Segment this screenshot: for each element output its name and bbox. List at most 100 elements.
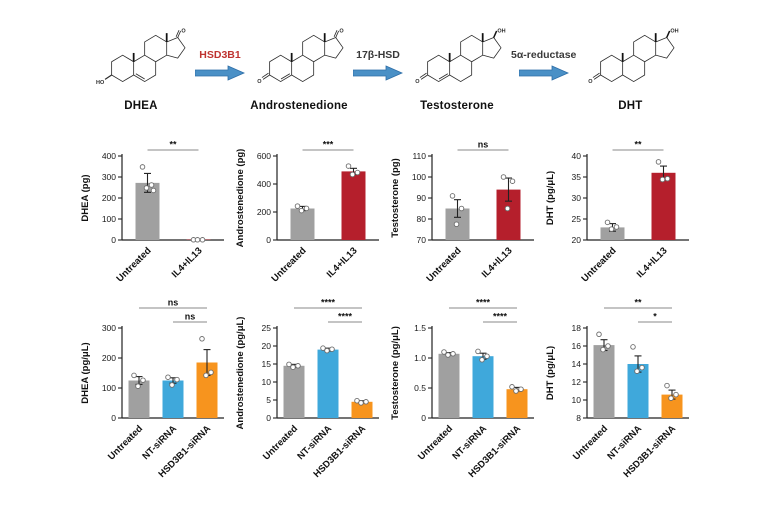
svg-text:O: O: [257, 79, 262, 85]
svg-text:400: 400: [257, 179, 271, 189]
svg-text:110: 110: [412, 151, 426, 161]
svg-text:0: 0: [266, 235, 271, 245]
svg-text:**: **: [634, 298, 642, 308]
chart-dht-cytokine: 20 25 30 35 40 DHT (pg/μL) Untreated IL4+IL13 **: [545, 140, 689, 284]
svg-text:*: *: [653, 312, 657, 322]
svg-text:1.0: 1.0: [414, 353, 426, 363]
svg-text:IL4+IL13: IL4+IL13: [325, 245, 360, 280]
svg-text:80: 80: [417, 214, 427, 224]
reaction-step-hsd3b1: HSD3B1: [192, 49, 248, 81]
svg-text:10: 10: [572, 395, 582, 405]
svg-text:O: O: [181, 28, 186, 34]
androstenedione-structure-icon: OO: [257, 28, 344, 85]
svg-text:1.5: 1.5: [414, 323, 426, 333]
svg-text:Testosterone (pg/μL): Testosterone (pg/μL): [390, 326, 401, 420]
svg-text:100: 100: [412, 172, 426, 182]
arrow-right-icon: [353, 65, 403, 81]
svg-text:Untreated: Untreated: [269, 245, 308, 284]
svg-text:ns: ns: [185, 312, 196, 322]
svg-text:Untreated: Untreated: [416, 423, 455, 462]
svg-text:14: 14: [572, 359, 582, 369]
svg-text:200: 200: [102, 353, 116, 363]
svg-text:600: 600: [257, 151, 271, 161]
svg-text:35: 35: [572, 172, 582, 182]
svg-text:OH: OH: [497, 28, 505, 34]
svg-text:100: 100: [102, 383, 116, 393]
compound-dht: O OH DHT: [579, 28, 681, 112]
svg-text:8: 8: [576, 413, 581, 423]
svg-text:300: 300: [102, 172, 116, 182]
svg-text:ns: ns: [478, 140, 489, 150]
svg-text:****: ****: [493, 312, 508, 322]
sirna-charts-row: 0 100 200 300 DHEA (pg/μL) Untreated NT-siRNA H…: [0, 298, 768, 490]
svg-text:400: 400: [102, 151, 116, 161]
svg-text:**: **: [634, 140, 642, 150]
svg-text:****: ****: [476, 298, 491, 308]
compound-testosterone: O OH Testosterone: [406, 28, 508, 112]
testosterone-structure-icon: O OH: [415, 28, 505, 85]
svg-text:OH: OH: [671, 28, 679, 34]
compound-label: Androstenedione: [250, 100, 348, 112]
svg-text:0: 0: [111, 413, 116, 423]
svg-text:10: 10: [262, 377, 272, 387]
svg-text:25: 25: [572, 214, 582, 224]
svg-text:HO: HO: [96, 80, 105, 86]
reaction-step-5a-reductase: 5α-reductase: [508, 49, 579, 81]
compound-label: DHT: [618, 100, 643, 112]
svg-text:200: 200: [102, 193, 116, 203]
svg-text:0: 0: [266, 413, 271, 423]
svg-text:**: **: [169, 140, 177, 150]
compound-label: DHEA: [124, 100, 158, 112]
svg-text:IL4+IL13: IL4+IL13: [635, 245, 670, 280]
svg-text:20: 20: [572, 235, 582, 245]
svg-text:Untreated: Untreated: [579, 245, 618, 284]
svg-text:DHT (pg/μL): DHT (pg/μL): [545, 346, 556, 400]
svg-text:Androstenedione (pg): Androstenedione (pg): [235, 149, 246, 248]
svg-text:****: ****: [321, 298, 336, 308]
svg-text:Untreated: Untreated: [571, 423, 610, 462]
svg-text:0: 0: [421, 413, 426, 423]
svg-text:***: ***: [323, 140, 334, 150]
arrow-right-icon: [518, 65, 569, 81]
compound-dhea: HO O DHEA: [90, 28, 192, 112]
svg-text:0.5: 0.5: [414, 383, 426, 393]
svg-text:O: O: [339, 28, 344, 34]
svg-text:90: 90: [417, 193, 427, 203]
chart-androstenedione-sirna: 0 5 10 15 20 25 Androstenedione (pg/μL) Untreat…: [235, 298, 379, 480]
svg-text:IL4+IL13: IL4+IL13: [480, 245, 515, 280]
dht-structure-icon: O OH: [589, 28, 679, 85]
svg-text:ns: ns: [168, 298, 179, 308]
cytokine-charts-row: 0 100 200 300 400 DHEA (pg) Untreated IL4+IL13 *…: [0, 136, 768, 294]
svg-text:70: 70: [417, 235, 427, 245]
enzyme-label: 5α-reductase: [511, 49, 577, 61]
svg-text:15: 15: [262, 359, 272, 369]
svg-text:DHEA (pg/μL): DHEA (pg/μL): [80, 342, 91, 403]
svg-text:200: 200: [257, 207, 271, 217]
svg-text:12: 12: [572, 377, 582, 387]
compound-label: Testosterone: [420, 100, 494, 112]
enzyme-label: 17β-HSD: [356, 49, 400, 61]
svg-text:Untreated: Untreated: [106, 423, 145, 462]
svg-text:5: 5: [266, 395, 271, 405]
svg-text:O: O: [415, 79, 420, 85]
svg-text:****: ****: [338, 312, 353, 322]
chart-dhea-cytokine: 0 100 200 300 400 DHEA (pg) Untreated IL4+IL13 *…: [80, 140, 224, 284]
svg-text:40: 40: [572, 151, 582, 161]
svg-text:30: 30: [572, 193, 582, 203]
svg-text:O: O: [589, 79, 594, 85]
svg-text:100: 100: [102, 214, 116, 224]
svg-text:DHEA (pg): DHEA (pg): [80, 174, 91, 221]
svg-text:25: 25: [262, 323, 272, 333]
svg-text:20: 20: [262, 341, 272, 351]
svg-text:300: 300: [102, 323, 116, 333]
enzyme-label: HSD3B1: [199, 49, 241, 61]
reaction-step-17bhsd: 17β-HSD: [350, 49, 406, 81]
arrow-right-icon: [195, 65, 245, 81]
svg-text:Androstenedione (pg/μL): Androstenedione (pg/μL): [235, 317, 246, 430]
svg-text:0: 0: [111, 235, 116, 245]
chart-androstenedione-cytokine: 0 200 400 600 Androstenedione (pg) Untreated I…: [235, 140, 379, 284]
chart-testosterone-cytokine: 70 80 90 100 110 Testosterone (pg) Untreated IL…: [390, 140, 534, 284]
